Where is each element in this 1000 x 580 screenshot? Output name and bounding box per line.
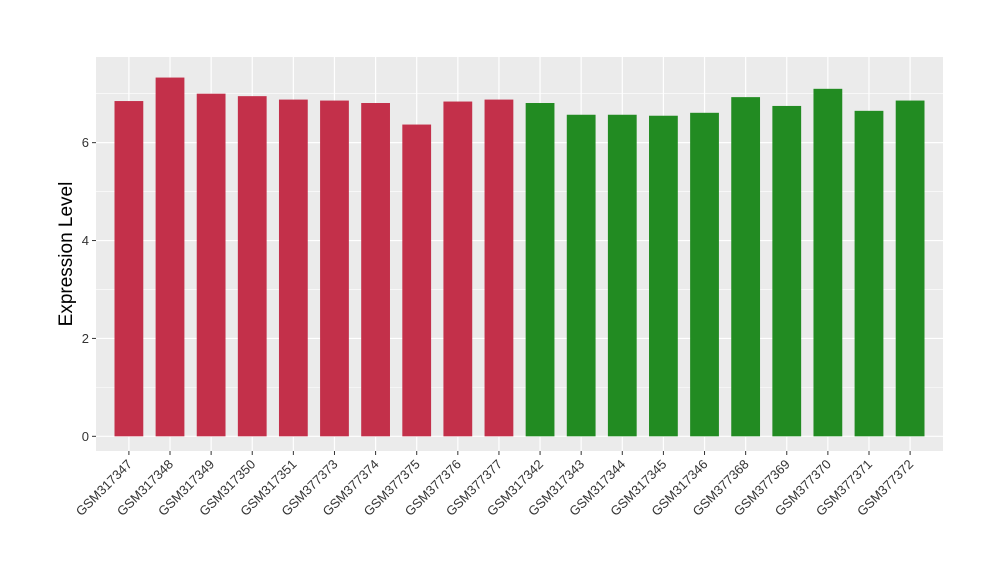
bar-GSM377376 bbox=[443, 101, 473, 437]
y-tick-label: 4 bbox=[82, 233, 89, 248]
bar-GSM377369 bbox=[772, 105, 802, 437]
bar-GSM317349 bbox=[196, 93, 226, 437]
bar-GSM377373 bbox=[320, 100, 349, 437]
y-tick-label: 6 bbox=[82, 135, 89, 150]
plot-panel bbox=[96, 57, 943, 451]
x-axis: GSM317347GSM317348GSM317349GSM317350GSM3… bbox=[73, 451, 916, 519]
bar-GSM377375 bbox=[402, 124, 432, 437]
bar-GSM377377 bbox=[484, 99, 514, 437]
bar-GSM317342 bbox=[525, 103, 555, 437]
bar-GSM317345 bbox=[649, 115, 678, 437]
y-tick-label: 2 bbox=[82, 331, 89, 346]
bar-GSM317346 bbox=[690, 112, 719, 437]
bar-GSM317351 bbox=[278, 99, 308, 437]
bars bbox=[114, 77, 925, 437]
bar-GSM317344 bbox=[607, 114, 637, 437]
y-tick-label: 0 bbox=[82, 429, 89, 444]
bar-GSM377370 bbox=[813, 88, 843, 437]
bar-GSM377368 bbox=[731, 97, 761, 437]
bar-GSM377372 bbox=[895, 100, 925, 437]
bar-GSM377374 bbox=[361, 103, 390, 437]
bar-GSM377371 bbox=[854, 110, 884, 437]
bar-GSM317343 bbox=[566, 114, 596, 437]
bar-GSM317348 bbox=[155, 77, 185, 437]
y-axis: 0 2 4 6 bbox=[82, 135, 96, 444]
y-axis-title: Expression Level bbox=[56, 182, 77, 327]
bar-GSM317350 bbox=[237, 96, 267, 437]
bar-GSM317347 bbox=[114, 101, 144, 437]
